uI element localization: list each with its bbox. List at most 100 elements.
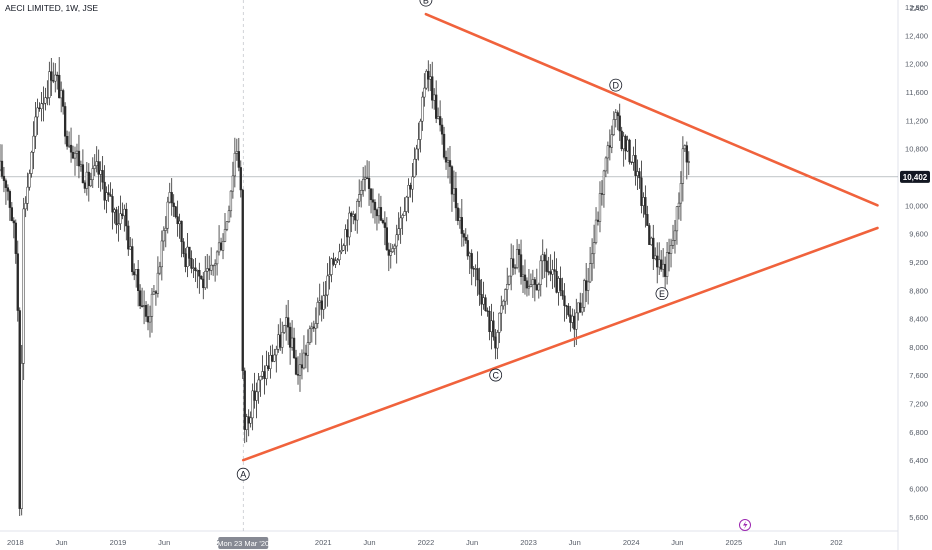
last-price-value: 10,402 <box>903 173 928 182</box>
candle-body <box>640 177 643 206</box>
candle-body <box>634 155 637 176</box>
candle-body <box>18 310 21 509</box>
candle-body <box>91 168 94 180</box>
candle-body <box>687 161 690 163</box>
candle-body <box>312 326 315 329</box>
candle-body <box>460 217 463 234</box>
lightning-icon[interactable] <box>739 519 751 531</box>
candle-body <box>239 167 242 191</box>
candle-body <box>73 153 77 159</box>
candle-body <box>537 284 540 291</box>
candle-body <box>125 208 128 227</box>
cursor-date-box <box>218 537 269 549</box>
candle-body <box>442 133 446 158</box>
candle-body <box>286 317 290 328</box>
candle-body <box>523 274 527 282</box>
candle-body <box>261 371 264 377</box>
y-tick-label: 12,000 <box>905 60 928 69</box>
y-tick-label: 11,600 <box>906 88 928 97</box>
candle-body <box>464 236 467 241</box>
x-tick-label: 2021 <box>315 538 332 547</box>
candle-body <box>577 302 580 314</box>
candle-body <box>138 290 142 307</box>
candle-body <box>482 297 485 305</box>
candle-body <box>669 245 673 254</box>
candle-body <box>650 237 653 245</box>
candle-body <box>515 249 519 268</box>
candle-body <box>168 192 171 203</box>
candle-body <box>458 217 462 221</box>
trendline-upper[interactable] <box>424 12 879 207</box>
wave-label-d: D <box>613 80 620 90</box>
candle-body <box>658 259 661 268</box>
candle-body <box>166 201 169 229</box>
candle-body <box>361 179 365 191</box>
candle-body <box>365 177 369 179</box>
wave-label-c: C <box>492 370 499 380</box>
candle-body <box>381 220 385 223</box>
x-tick-label: 202 <box>830 538 843 547</box>
y-tick-label: 6,000 <box>909 485 928 494</box>
candle-body <box>283 325 286 333</box>
y-tick-label: 8,800 <box>909 286 928 295</box>
candle-body <box>164 227 167 231</box>
wave-marker-d[interactable] <box>609 78 623 92</box>
candle-body <box>683 145 686 150</box>
candle-body <box>81 164 85 184</box>
candle-body <box>354 214 357 221</box>
candle-body <box>121 213 124 217</box>
candle-body <box>480 294 483 305</box>
candle-body <box>8 191 12 208</box>
candle-body <box>324 294 327 297</box>
candle-body <box>336 259 339 262</box>
candle-body <box>144 305 148 317</box>
candle-body <box>190 258 193 269</box>
candle-body <box>454 188 458 209</box>
candle-body <box>340 250 343 253</box>
candle-body <box>608 145 612 148</box>
wave-marker-e[interactable] <box>655 287 669 301</box>
candle-body <box>105 192 108 201</box>
candle-body <box>14 222 17 254</box>
candle-body <box>567 305 570 316</box>
candle-body <box>233 152 237 177</box>
candle-body <box>411 176 414 190</box>
trendline-lower[interactable] <box>241 226 879 462</box>
candle-body <box>628 139 631 163</box>
wave-marker-c[interactable] <box>489 368 503 382</box>
wave-marker-a[interactable] <box>236 467 250 481</box>
candle-body <box>140 305 144 307</box>
candle-body <box>6 187 10 192</box>
candle-body <box>26 186 29 204</box>
wave-marker-b[interactable] <box>419 0 433 7</box>
candle-body <box>267 365 270 369</box>
candle-body <box>229 190 233 212</box>
candle-body <box>440 124 444 135</box>
y-tick-label: 9,600 <box>909 230 928 239</box>
candle-body <box>277 334 280 350</box>
candle-body <box>62 90 65 107</box>
x-tick-label: 2023 <box>520 538 537 547</box>
candle-body <box>375 209 379 217</box>
candle-body <box>622 135 625 150</box>
candle-body <box>245 416 248 430</box>
candle-body <box>16 253 19 311</box>
candle-body <box>196 270 199 272</box>
candle-body <box>137 269 140 291</box>
y-tick-label: 10,800 <box>905 145 928 154</box>
candle-body <box>294 357 298 375</box>
candle-body <box>348 212 351 238</box>
candle-body <box>395 234 398 247</box>
alert-icon-group[interactable] <box>739 519 751 531</box>
candle-body <box>500 305 503 314</box>
candle-body <box>111 196 114 213</box>
candle-body <box>435 94 438 119</box>
candle-body <box>160 240 163 268</box>
candle-body <box>660 259 663 270</box>
candle-body <box>10 207 13 221</box>
candle-body <box>210 264 213 271</box>
candle-body <box>69 144 73 153</box>
candle-body <box>502 300 505 307</box>
candle-body <box>273 354 276 362</box>
